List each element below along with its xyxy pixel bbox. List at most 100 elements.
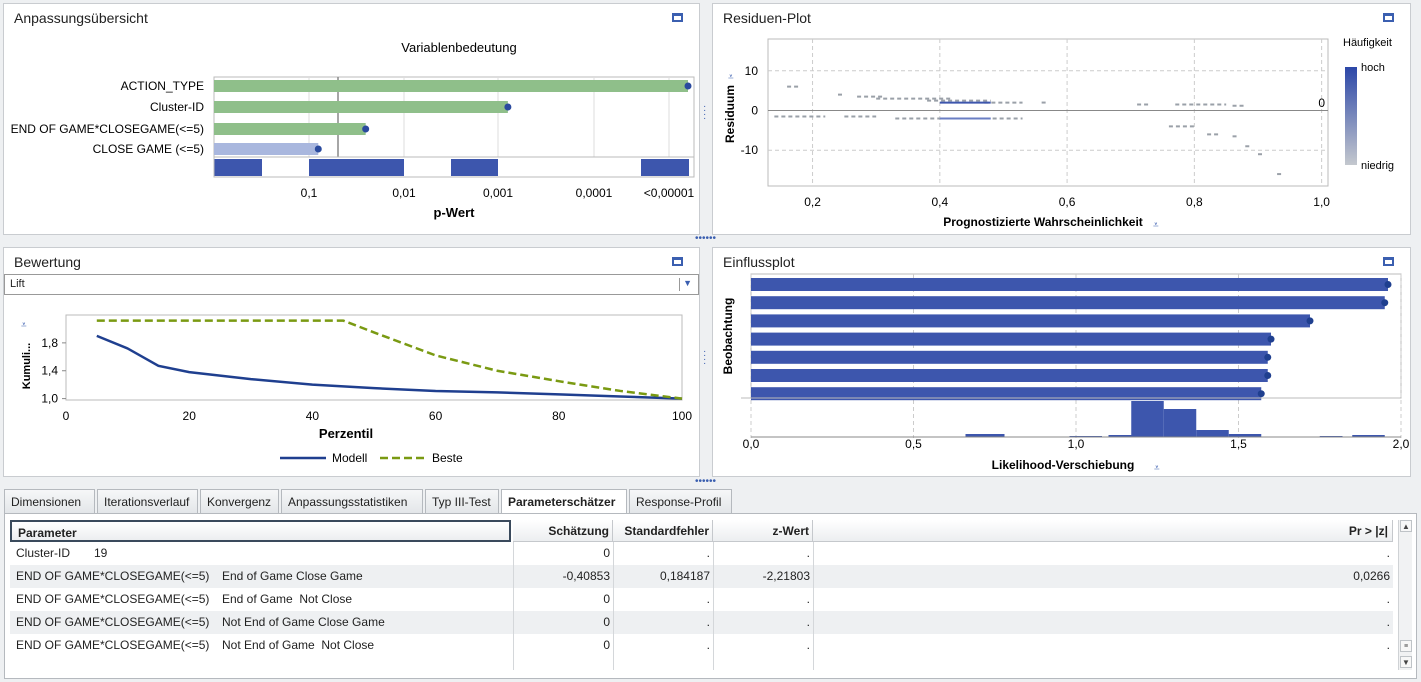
tab-typ-iii-test[interactable]: Typ III-Test (425, 489, 499, 513)
table-cell: . (706, 546, 710, 560)
maximize-icon[interactable] (1383, 13, 1394, 22)
table-cell: 0 (603, 592, 610, 606)
y-axis-label: Kumuli... (21, 343, 33, 389)
x-tick-label: 0,8 (1186, 195, 1203, 209)
plot-frame (65, 314, 683, 401)
parameter-estimates-table: Parameter Schätzung Standardfehler z-Wer… (4, 513, 1417, 679)
histogram-bar (1131, 401, 1164, 437)
influence-title: Einflussplot (723, 254, 795, 270)
histogram-bar (965, 434, 1005, 437)
column-header-parameter[interactable]: Parameter (10, 520, 511, 542)
bar (751, 296, 1385, 310)
table-cell: . (806, 638, 810, 652)
scroll-thumb[interactable]: ≡ (1400, 640, 1412, 652)
band-frame (213, 156, 695, 178)
assessment-select-value: Lift (10, 278, 25, 290)
bar (751, 387, 1262, 401)
x-tick-label: 0,6 (1059, 195, 1076, 209)
y-tick-label: -10 (741, 143, 759, 157)
tab-anpassungsstatistiken[interactable]: Anpassungsstatistiken (281, 489, 423, 513)
x-tick-label: 100 (672, 409, 692, 423)
p-value-band (451, 159, 498, 176)
table-row[interactable]: Cluster-ID 19 0... (10, 542, 1393, 565)
column-header-zvalue[interactable]: z-Wert (713, 520, 813, 542)
x-tick-label: 40 (306, 409, 320, 423)
table-cell: . (706, 638, 710, 652)
assessment-type-select[interactable]: Lift ▼ (4, 274, 699, 295)
tab-konvergenz[interactable]: Konvergenz (200, 489, 279, 513)
fit-summary-title: Anpassungsübersicht (14, 10, 148, 26)
chart-title: Variablenbedeutung (401, 40, 516, 55)
table-cell: . (1386, 592, 1390, 606)
residual-title: Residuen-Plot (723, 10, 811, 26)
column-header-pvalue[interactable]: Pr > |z| (813, 520, 1393, 542)
tab-dimensionen[interactable]: Dimensionen (4, 489, 95, 513)
annotation: 0 (1318, 96, 1325, 110)
residual-chart: 0,2 0,4 0,6 0,8 1,0 10 0 -10 0 Residuum Prognostiz… (723, 37, 1394, 231)
menu-icon: ⩡ (1153, 220, 1159, 231)
x-tick-label: 0,5 (905, 437, 922, 451)
category-label: Cluster-ID (150, 100, 204, 114)
table-cell: END OF GAME*CLOSEGAME(<=5) (16, 638, 210, 652)
vertical-splitter[interactable]: · · · · (703, 101, 707, 124)
table-scrollbar[interactable]: ▲ ≡ ▼ (1398, 520, 1412, 670)
x-tick-label: 20 (183, 409, 197, 423)
table-cell: End of Game Close Game (222, 569, 363, 583)
x-tick-label: 0,2 (804, 195, 821, 209)
horizontal-splitter[interactable]: •••••• (695, 233, 717, 244)
table-cell: END OF GAME*CLOSEGAME(<=5) (16, 569, 210, 583)
bar-end-point (362, 125, 370, 133)
table-cell: . (1386, 615, 1390, 629)
table-cell: . (706, 615, 710, 629)
tab-response-profil[interactable]: Response-Profil (629, 489, 732, 513)
x-tick-label: <0,00001 (644, 186, 695, 200)
bar (214, 80, 688, 92)
tab-iterationsverlauf[interactable]: Iterationsverlauf (97, 489, 198, 513)
series-line-modell (96, 334, 683, 400)
histogram-bar (1196, 430, 1229, 437)
category-label: CLOSE GAME (<=5) (93, 142, 204, 156)
bar-end-point (1306, 317, 1314, 325)
category-label: END OF GAME*CLOSEGAME(<=5) (11, 122, 204, 136)
table-cell: END OF GAME*CLOSEGAME(<=5) (16, 592, 210, 606)
table-cell: . (806, 615, 810, 629)
table-row[interactable]: END OF GAME*CLOSEGAME(<=5) End of Game No… (10, 588, 1393, 611)
x-tick-label: 0,001 (483, 186, 513, 200)
horizontal-splitter[interactable]: •••••• (695, 476, 717, 487)
assessment-title: Bewertung (14, 254, 81, 270)
scroll-up-icon[interactable]: ▲ (1400, 520, 1412, 532)
x-axis-label: p-Wert (434, 205, 476, 220)
bar-end-point (1257, 390, 1265, 398)
table-row[interactable]: END OF GAME*CLOSEGAME(<=5) Not End of Gam… (10, 634, 1393, 657)
table-cell: 0,0266 (1353, 569, 1390, 583)
fit-summary-panel: Anpassungsübersicht Variablenbedeutung AC… (3, 3, 700, 235)
histogram-bar (1163, 409, 1197, 437)
maximize-icon[interactable] (672, 257, 683, 266)
x-axis-label: Perzentil (319, 426, 373, 441)
tab-parameterschaetzer[interactable]: Parameterschätzer (501, 489, 627, 514)
vertical-splitter[interactable]: · · · · (703, 346, 707, 369)
y-axis-label: Beobachtung (721, 298, 735, 375)
maximize-icon[interactable] (672, 13, 683, 22)
category-label: ACTION_TYPE (121, 79, 204, 93)
bar-end-point (314, 145, 322, 153)
x-tick-label: 0,1 (301, 186, 318, 200)
y-tick-label: 1,8 (41, 336, 58, 350)
bar-end-point (1264, 353, 1272, 361)
column-header-stderr[interactable]: Standardfehler (613, 520, 713, 542)
table-row[interactable]: END OF GAME*CLOSEGAME(<=5) End of Game Cl… (10, 565, 1393, 588)
legend-gradient (1345, 67, 1357, 165)
table-cell: Not End of Game Close Game (222, 615, 385, 629)
table-cell: 19 (94, 546, 108, 560)
histogram-bar (1352, 435, 1385, 437)
table-row[interactable]: END OF GAME*CLOSEGAME(<=5) Not End of Gam… (10, 611, 1393, 634)
plot-frame (767, 38, 1329, 187)
x-tick-label: 2,0 (1393, 437, 1410, 451)
column-header-estimate[interactable]: Schätzung (513, 520, 613, 542)
maximize-icon[interactable] (1383, 257, 1394, 266)
series-line-beste (96, 319, 683, 400)
scroll-down-icon[interactable]: ▼ (1400, 656, 1412, 668)
table-cell: . (1386, 638, 1390, 652)
bar-end-point (1384, 281, 1392, 288)
bar (214, 101, 508, 113)
